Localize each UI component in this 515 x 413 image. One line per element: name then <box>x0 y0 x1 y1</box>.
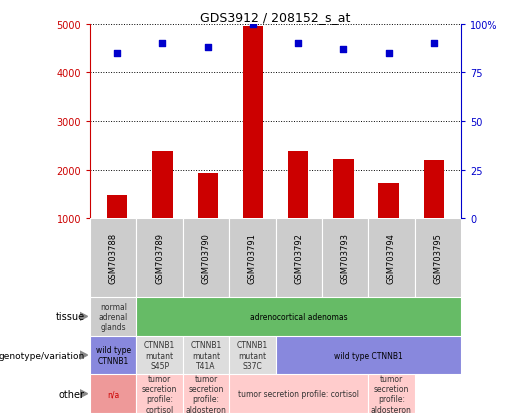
Point <box>430 41 438 47</box>
Bar <box>183 375 229 413</box>
Text: CTNNB1
mutant
S45P: CTNNB1 mutant S45P <box>144 340 175 370</box>
Bar <box>136 297 461 336</box>
Point <box>158 41 166 47</box>
Bar <box>333 160 353 268</box>
Point <box>385 50 393 57</box>
Bar <box>90 297 136 336</box>
Polygon shape <box>80 390 88 398</box>
Bar <box>276 336 461 375</box>
Bar <box>288 152 308 268</box>
Text: adrenocortical adenomas: adrenocortical adenomas <box>250 312 348 321</box>
Bar <box>136 219 183 297</box>
Bar <box>183 219 229 297</box>
Text: tumor
secretion
profile:
aldosteron: tumor secretion profile: aldosteron <box>185 374 227 413</box>
Text: tumor
secretion
profile:
cortisol: tumor secretion profile: cortisol <box>142 374 177 413</box>
Text: tissue: tissue <box>56 312 85 322</box>
Text: wild type CTNNB1: wild type CTNNB1 <box>334 351 403 360</box>
Point <box>113 50 122 57</box>
Bar <box>107 196 127 268</box>
Title: GDS3912 / 208152_s_at: GDS3912 / 208152_s_at <box>200 11 351 24</box>
Text: normal
adrenal
glands: normal adrenal glands <box>99 302 128 332</box>
Text: GSM703793: GSM703793 <box>340 233 350 284</box>
Point <box>294 41 302 47</box>
Text: genotype/variation: genotype/variation <box>0 351 85 360</box>
Text: GSM703795: GSM703795 <box>433 233 442 283</box>
Polygon shape <box>80 313 88 320</box>
Point <box>203 45 212 51</box>
Text: GSM703791: GSM703791 <box>248 233 257 283</box>
Bar <box>90 219 136 297</box>
Bar <box>90 375 136 413</box>
Bar <box>424 161 444 268</box>
Bar <box>243 27 263 268</box>
Bar <box>368 375 415 413</box>
Text: other: other <box>59 389 85 399</box>
Bar <box>183 336 229 375</box>
Text: GSM703788: GSM703788 <box>109 233 118 284</box>
Bar <box>136 336 183 375</box>
Bar <box>152 152 173 268</box>
Bar <box>229 336 276 375</box>
Text: tumor
secretion
profile:
aldosteron: tumor secretion profile: aldosteron <box>371 374 412 413</box>
Text: CTNNB1
mutant
T41A: CTNNB1 mutant T41A <box>191 340 221 370</box>
Point <box>249 21 257 28</box>
Bar <box>368 219 415 297</box>
Text: wild type
CTNNB1: wild type CTNNB1 <box>96 346 131 365</box>
Text: GSM703790: GSM703790 <box>201 233 211 283</box>
Bar <box>229 219 276 297</box>
Point <box>339 47 348 53</box>
Bar <box>136 375 183 413</box>
Bar <box>379 184 399 268</box>
Bar <box>322 219 368 297</box>
Text: n/a: n/a <box>107 389 119 398</box>
Bar <box>198 174 218 268</box>
Text: GSM703792: GSM703792 <box>294 233 303 283</box>
Text: GSM703794: GSM703794 <box>387 233 396 283</box>
Bar <box>90 336 136 375</box>
Text: tumor secretion profile: cortisol: tumor secretion profile: cortisol <box>238 389 359 398</box>
Text: CTNNB1
mutant
S37C: CTNNB1 mutant S37C <box>237 340 268 370</box>
Bar <box>229 375 368 413</box>
Polygon shape <box>80 351 88 359</box>
Bar <box>276 219 322 297</box>
Text: GSM703789: GSM703789 <box>155 233 164 284</box>
Bar <box>415 219 461 297</box>
